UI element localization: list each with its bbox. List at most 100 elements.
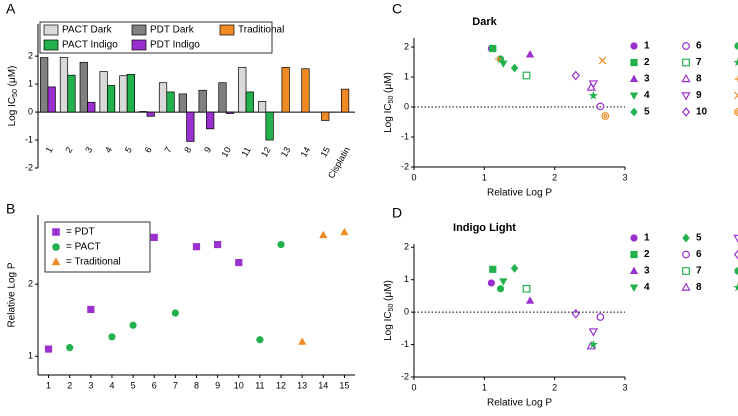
- legend-label: 1: [644, 233, 650, 244]
- point: [44, 345, 53, 353]
- bar: [257, 101, 267, 113]
- x-tick-label: 11: [239, 145, 252, 158]
- bar: [198, 89, 207, 113]
- x-tick-label: 10: [234, 380, 244, 390]
- x-tick-label: 11: [255, 380, 264, 390]
- legend-marker: [629, 284, 639, 292]
- point: [596, 102, 605, 111]
- x-tick-label: 4: [103, 145, 114, 154]
- point: [150, 233, 158, 241]
- point: [571, 308, 580, 319]
- legend-marker: [733, 57, 738, 67]
- legend-marker: [734, 42, 738, 50]
- point: [596, 313, 605, 321]
- legend-marker: [734, 108, 738, 116]
- legend-box: [44, 221, 151, 273]
- legend-marker: [682, 58, 690, 67]
- x-tick-label: 5: [131, 380, 136, 390]
- legend-label: 4: [644, 282, 650, 293]
- bar: [301, 68, 310, 113]
- x-tick-label: 2: [63, 145, 74, 154]
- legend-marker: [629, 92, 639, 100]
- legend-marker: [682, 42, 690, 50]
- legend-marker: [682, 250, 690, 259]
- legend-marker: [630, 107, 638, 117]
- legend-label: 2: [644, 249, 650, 260]
- point: [588, 90, 599, 100]
- bar: [225, 111, 235, 114]
- panel-label: D: [392, 205, 402, 221]
- point: [588, 339, 599, 349]
- legend-label: 5: [644, 107, 650, 118]
- legend-marker: [681, 73, 691, 83]
- point: [108, 333, 116, 341]
- point: [598, 56, 607, 65]
- x-tick-label: 1: [46, 380, 51, 390]
- bar: [340, 88, 350, 113]
- x-tick-label: 1: [482, 382, 487, 392]
- bar: [166, 91, 175, 113]
- x-tick-label: 6: [152, 380, 157, 390]
- x-tick-label: 7: [162, 145, 173, 154]
- legend-marker: [630, 250, 638, 259]
- bar: [99, 71, 108, 113]
- bar: [47, 86, 56, 113]
- y-tick-label: 1: [28, 78, 33, 88]
- y-tick-label: 0: [404, 306, 409, 316]
- legend-marker: [734, 75, 738, 83]
- x-tick-label: 2: [552, 382, 557, 392]
- bar: [321, 111, 330, 121]
- panel-label: A: [6, 1, 16, 17]
- point: [525, 296, 535, 304]
- point: [495, 55, 502, 63]
- y-axis-label-part: (μM): [383, 280, 394, 304]
- legend-swatch: [131, 39, 147, 51]
- legend-label: 6: [696, 41, 702, 52]
- bar: [139, 111, 148, 113]
- x-tick-label: 4: [109, 380, 114, 390]
- panel-label: C: [392, 1, 402, 17]
- legend-label: 7: [696, 57, 702, 68]
- bar: [146, 111, 155, 117]
- y-axis-label-part: (μM): [383, 72, 394, 96]
- x-axis-label: Relative Log P: [487, 398, 552, 409]
- y-tick-label: 1: [28, 351, 33, 361]
- bar: [218, 82, 227, 113]
- point: [129, 321, 137, 329]
- x-tick-label: 15: [318, 145, 332, 159]
- y-tick-label: 2: [404, 41, 409, 51]
- bar: [87, 101, 96, 113]
- legend-marker: [51, 257, 61, 266]
- y-axis-label-part: 50: [12, 89, 19, 97]
- legend-marker: [630, 58, 638, 67]
- point: [214, 240, 222, 249]
- y-tick-label: -1: [25, 134, 33, 144]
- x-tick-label: 8: [194, 380, 199, 390]
- x-tick-label: 13: [279, 145, 293, 159]
- x-tick-label: 2: [67, 380, 72, 390]
- point: [499, 278, 508, 286]
- point: [525, 50, 535, 58]
- point: [340, 227, 349, 236]
- legend-label: 3: [644, 266, 650, 277]
- point: [192, 243, 201, 251]
- point: [510, 263, 519, 273]
- point: [171, 309, 179, 317]
- bar: [59, 57, 69, 113]
- bar: [186, 111, 195, 142]
- point: [522, 71, 531, 80]
- x-tick-label: 9: [202, 145, 213, 154]
- bar: [119, 75, 128, 113]
- legend-marker: [630, 42, 638, 50]
- y-tick-label: 2: [28, 51, 33, 61]
- y-tick-label: -2: [401, 371, 409, 381]
- bar: [265, 111, 274, 141]
- legend-swatch: [219, 24, 235, 36]
- x-tick-label: 1: [44, 145, 55, 154]
- legend-marker: [630, 234, 638, 242]
- chart-title: Indigo Light: [453, 222, 516, 234]
- x-tick-label: 6: [143, 145, 154, 154]
- y-tick-label: 0: [28, 106, 33, 116]
- y-axis-label-part: 50: [388, 96, 395, 104]
- panel-label: B: [6, 201, 15, 217]
